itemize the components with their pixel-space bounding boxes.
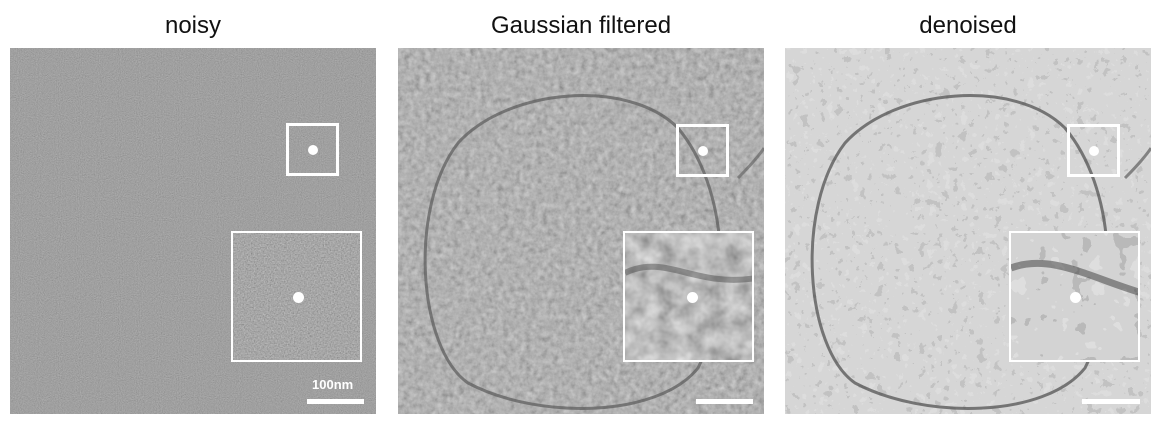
selection-box [1067, 124, 1120, 177]
marker-dot [1089, 146, 1099, 156]
scale-bar [307, 399, 364, 404]
scale-bar [696, 399, 753, 404]
marker-dot [698, 146, 708, 156]
marker-dot [308, 145, 318, 155]
selection-box [286, 123, 339, 176]
zoom-inset [231, 231, 362, 362]
zoom-inset [1009, 231, 1140, 362]
zoom-inset [623, 231, 754, 362]
panel-title-noisy: noisy [164, 12, 222, 39]
denoised-image [785, 48, 1151, 414]
panel-title-gaussian: Gaussian filtered [490, 12, 672, 39]
panel-title-denoised: denoised [919, 12, 1017, 39]
selection-box [676, 124, 729, 177]
inset-marker-dot [1070, 292, 1081, 303]
scale-bar [1082, 399, 1140, 404]
inset-marker-dot [293, 292, 304, 303]
gaussian-image [398, 48, 764, 414]
inset-marker-dot [687, 292, 698, 303]
scale-bar-label: 100nm [312, 377, 354, 392]
noisy-image: 100nm [10, 48, 376, 414]
inset-texture [1011, 233, 1138, 360]
